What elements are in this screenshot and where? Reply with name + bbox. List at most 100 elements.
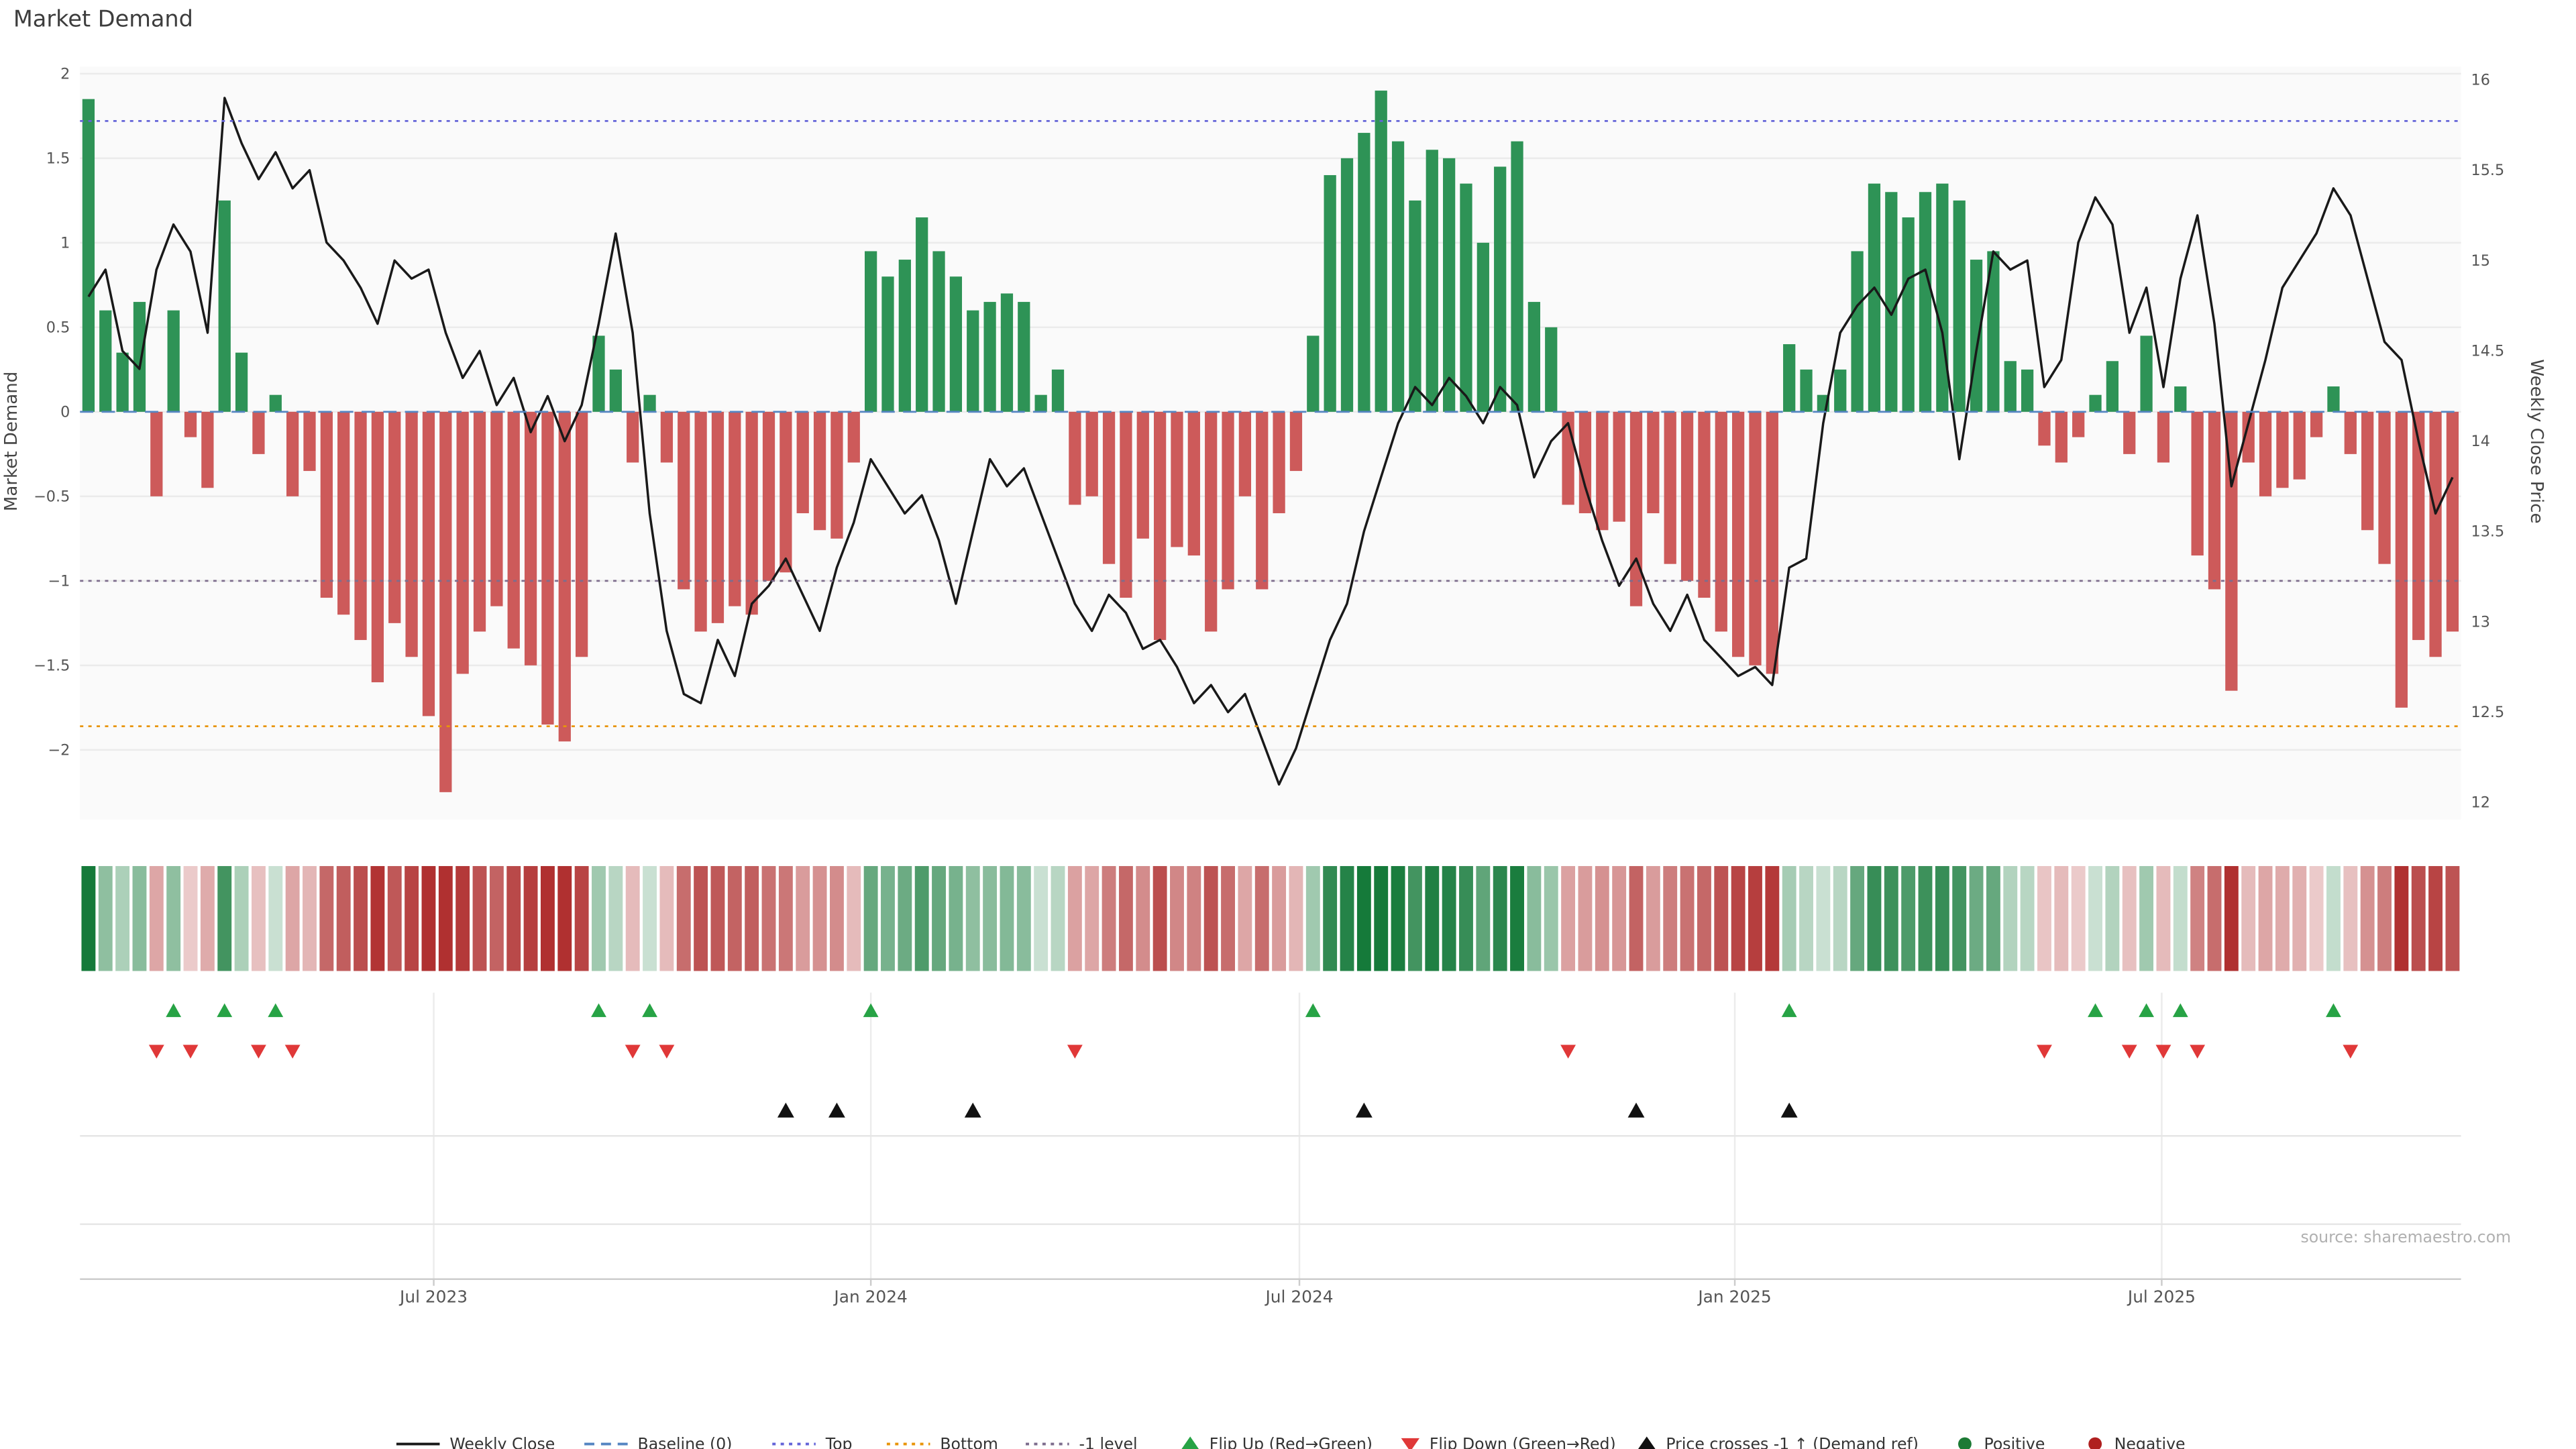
legend-label: Top (825, 1435, 853, 1449)
heatmap-cell (1714, 866, 1729, 971)
legend-item[interactable]: Weekly Close (396, 1435, 555, 1449)
heatmap-cell (506, 866, 521, 971)
heatmap-cell (303, 866, 317, 971)
demand-bar-negative (1715, 411, 1727, 632)
flip-down-marker (148, 1044, 164, 1059)
legend-item[interactable]: Price crosses -1 ↑ (Demand ref) (1638, 1435, 1919, 1449)
demand-bar-positive (1545, 327, 1558, 412)
heatmap-cell (234, 866, 249, 971)
legend-label: Weekly Close (449, 1435, 555, 1449)
heatmap-cell (625, 866, 640, 971)
demand-bar-positive (99, 310, 112, 412)
heatmap-cell (1884, 866, 1898, 971)
left-axis-tick-label: −1 (48, 572, 70, 590)
demand-bar-negative (2191, 411, 2204, 556)
heatmap-cell (812, 866, 827, 971)
legend-item[interactable]: Flip Down (Green→Red) (1401, 1435, 1616, 1449)
heatmap-cell (592, 866, 606, 971)
demand-bar-positive (881, 276, 894, 412)
heatmap-cell (132, 866, 147, 971)
demand-bar-negative (2072, 411, 2085, 437)
heatmap-cell (727, 866, 742, 971)
demand-bar-positive (1851, 251, 1864, 412)
price-cross-marker (1780, 1102, 1798, 1118)
demand-bar-positive (1800, 369, 1813, 412)
demand-bar-positive (2174, 386, 2187, 412)
demand-bar-positive (133, 302, 146, 412)
demand-bar-negative (524, 411, 537, 665)
heatmap-cell (710, 866, 725, 971)
demand-bar-negative (439, 411, 452, 792)
heatmap-cell (319, 866, 334, 971)
demand-bar-negative (1578, 411, 1592, 514)
heatmap-cell (1952, 866, 1967, 971)
demand-bar-negative (2038, 411, 2051, 446)
right-axis-tick-label: 14.5 (2471, 343, 2505, 360)
heatmap-cell (1629, 866, 1644, 971)
legend-item[interactable]: Positive (1957, 1435, 2045, 1449)
flip-down-marker (1560, 1044, 1576, 1059)
demand-bar-positive (932, 251, 945, 412)
heatmap-strip-layer (81, 866, 2460, 971)
legend-sample-triangle-up (1638, 1436, 1656, 1449)
legend-item[interactable]: -1 level (1026, 1435, 1138, 1449)
demand-bar-positive (1511, 141, 1523, 412)
axes-layer: 2 1.5 1 0.5 0 −0.5 −1 −1.5 −2 16 15.5 15 14.5 14 13.5 1… (34, 65, 2504, 1306)
heatmap-cell (2105, 866, 2120, 971)
heatmap-cell (1901, 866, 1916, 971)
price-cross-marker (828, 1102, 845, 1118)
source-credit: source: sharemaestro.com (2300, 1228, 2511, 1246)
legend-item[interactable]: Bottom (886, 1435, 998, 1449)
demand-bar-negative (184, 411, 197, 437)
flip-up-marker (2088, 1003, 2103, 1018)
legend-item[interactable]: Top (772, 1435, 853, 1449)
heatmap-cell (2207, 866, 2222, 971)
demand-bar-negative (354, 411, 367, 641)
demand-bar-negative (2259, 411, 2272, 496)
demand-bar-positive (1051, 369, 1065, 412)
heatmap-cell (1356, 866, 1371, 971)
left-axis-tick-label: −0.5 (34, 488, 70, 505)
price-cross-marker (1627, 1102, 1645, 1118)
flip-up-marker (268, 1003, 284, 1018)
heatmap-cell (2241, 866, 2256, 971)
demand-bar-negative (2361, 411, 2374, 531)
heatmap-cell (1935, 866, 1949, 971)
legend-sample-circle (2088, 1437, 2102, 1449)
heatmap-cell (1340, 866, 1354, 971)
demand-bar-negative (796, 411, 809, 514)
legend-item[interactable]: Baseline (0) (584, 1435, 732, 1449)
heatmap-cell (1034, 866, 1049, 971)
heatmap-cell (405, 866, 419, 971)
legend-item[interactable]: Flip Up (Red→Green) (1181, 1435, 1373, 1449)
legend-item[interactable]: Negative (2088, 1435, 2186, 1449)
demand-bar-negative (490, 411, 503, 606)
demand-bar-negative (1680, 411, 1694, 581)
demand-bar-positive (898, 260, 911, 412)
flip-up-marker (591, 1003, 606, 1018)
heatmap-cell (1850, 866, 1865, 971)
flip-up-marker (2139, 1003, 2155, 1018)
demand-bar-negative (150, 411, 163, 496)
demand-bar-negative (1647, 411, 1660, 514)
flip-down-marker (182, 1044, 199, 1059)
demand-bar-negative (762, 411, 775, 581)
heatmap-cell (949, 866, 963, 971)
x-axis-tick-label: Jul 2023 (398, 1287, 468, 1307)
left-axis-tick-label: 0.5 (46, 319, 70, 336)
heatmap-cell (166, 866, 181, 971)
heatmap-cell (1067, 866, 1082, 971)
heatmap-cell (2394, 866, 2409, 971)
demand-bar-positive (1375, 91, 1387, 412)
heatmap-cell (1476, 866, 1491, 971)
flip-down-marker (659, 1044, 675, 1059)
demand-bar-positive (1358, 133, 1371, 412)
demand-bar-negative (2225, 411, 2238, 691)
heatmap-cell (421, 866, 436, 971)
demand-bar-negative (337, 411, 350, 615)
demand-bar-negative (711, 411, 724, 623)
demand-bar-negative (2344, 411, 2357, 454)
weekly-close-line (87, 97, 2454, 786)
demand-bar-positive (916, 217, 928, 412)
demand-bar-negative (507, 411, 520, 649)
